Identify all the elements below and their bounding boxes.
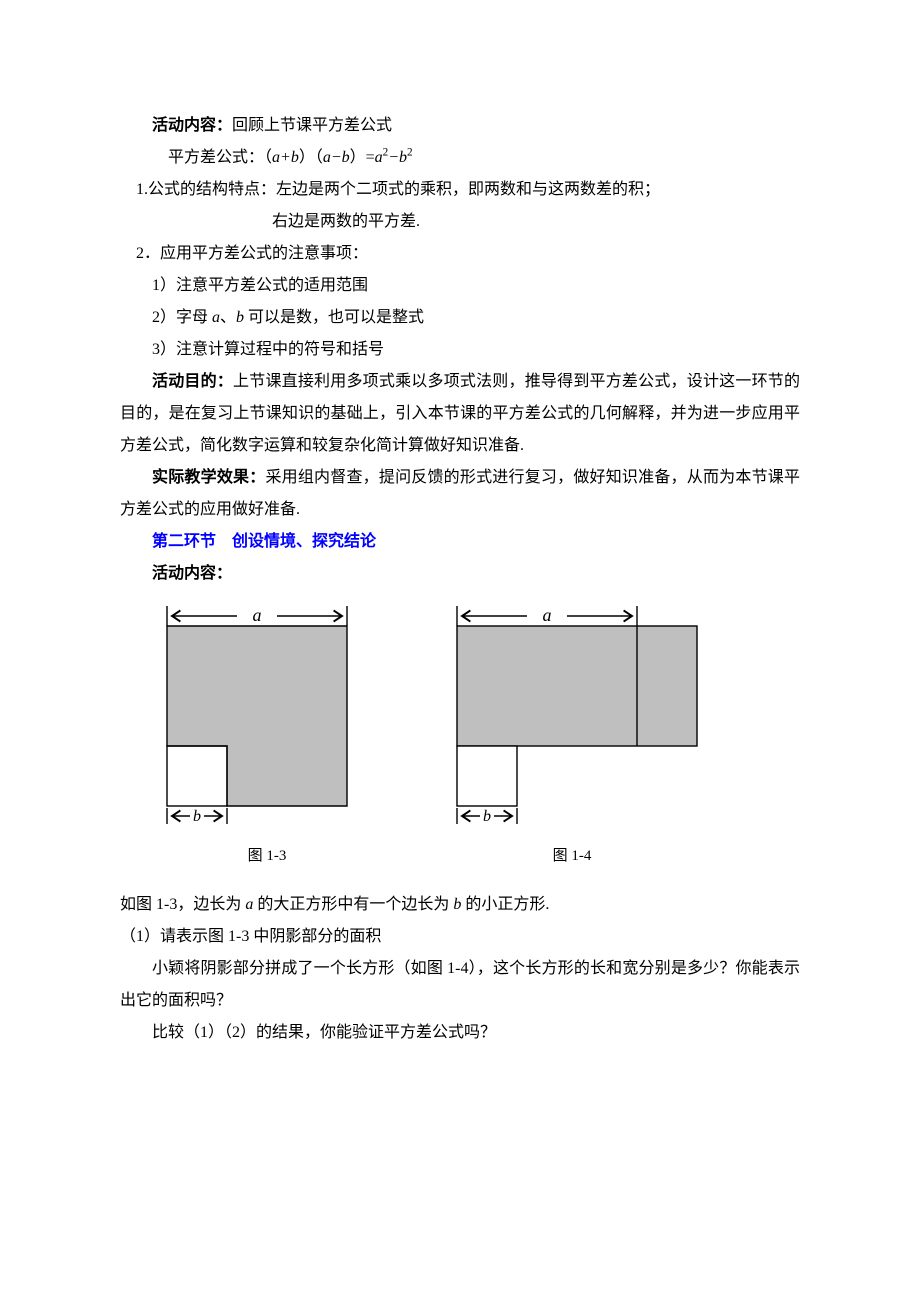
para-note-1: 1）注意平方差公式的适用范围 xyxy=(120,270,800,302)
text: 2）字母 xyxy=(152,309,212,326)
para-activity-content-2: 活动内容： xyxy=(120,558,800,590)
document-page: 活动内容：回顾上节课平方差公式 平方差公式：（a+b）（a−b）=a2−b2 1… xyxy=(0,0,920,1129)
var-b: b xyxy=(342,149,350,166)
figure-1-4-svg: a b xyxy=(442,596,742,826)
para-activity-purpose: 活动目的：上节课直接利用多项式乘以多项式法则，推导得到平方差公式，设计这一环节的… xyxy=(120,366,800,462)
para-q-intro: 如图 1-3，边长为 a 的大正方形中有一个边长为 b 的小正方形. xyxy=(120,889,800,921)
sup: 2 xyxy=(407,147,413,159)
var-a: a xyxy=(323,149,331,166)
spacer xyxy=(120,865,800,889)
para-structure-1: 1.公式的结构特点：左边是两个二项式的乘积，即两数和与这两数差的积； xyxy=(120,174,800,206)
para-q1: （1）请表示图 1-3 中阴影部分的面积 xyxy=(120,921,800,953)
text: 平方差公式：（ xyxy=(168,149,272,166)
fig14-b-label: b xyxy=(483,808,491,825)
section-2-heading: 第二环节 创设情境、探究结论 xyxy=(120,526,800,558)
para-q2: 小颖将阴影部分拼成了一个长方形（如图 1-4），这个长方形的长和宽分别是多少？你… xyxy=(120,953,800,1017)
op-plus: + xyxy=(280,149,291,166)
figures-row: a b 图 1-3 xyxy=(120,596,800,865)
var-b: b xyxy=(399,149,407,166)
text: ）（ xyxy=(299,149,323,166)
fig13-b-label: b xyxy=(193,808,201,825)
label-teaching-effect: 实际教学效果： xyxy=(152,469,265,486)
text: 、 xyxy=(220,309,236,326)
para-note-3: 3）注意计算过程中的符号和括号 xyxy=(120,334,800,366)
para-note-2: 2）字母 a、b 可以是数，也可以是整式 xyxy=(120,302,800,334)
op-minus: − xyxy=(331,149,342,166)
figure-1-4: a b 图 1-4 xyxy=(442,596,742,865)
para-formula: 平方差公式：（a+b）（a−b）=a2−b2 xyxy=(120,142,800,174)
para-activity-content-heading: 活动内容：回顾上节课平方差公式 xyxy=(120,110,800,142)
text: 的大正方形中有一个边长为 xyxy=(253,896,453,913)
var-b: b xyxy=(236,309,244,326)
var-a: a xyxy=(272,149,280,166)
var-a: a xyxy=(375,149,383,166)
var-a: a xyxy=(212,309,220,326)
text: 可以是数，也可以是整式 xyxy=(244,309,424,326)
text: 的小正方形. xyxy=(461,896,549,913)
para-notes-heading: 2．应用平方差公式的注意事项： xyxy=(120,238,800,270)
para-teaching-effect: 实际教学效果：采用组内督查，提问反馈的形式进行复习，做好知识准备，从而为本节课平… xyxy=(120,462,800,526)
figure-1-3-caption: 图 1-3 xyxy=(152,844,382,865)
text: 回顾上节课平方差公式 xyxy=(232,117,392,134)
para-structure-2: 右边是两数的平方差. xyxy=(120,206,800,238)
fig13-a-label: a xyxy=(253,605,262,625)
figure-1-3: a b 图 1-3 xyxy=(152,596,382,865)
text: 如图 1-3，边长为 xyxy=(120,896,245,913)
para-q3: 比较（1）（2）的结果，你能验证平方差公式吗？ xyxy=(120,1017,800,1049)
label-activity-purpose: 活动目的： xyxy=(152,373,233,390)
fig14-a-label: a xyxy=(543,605,552,625)
figure-1-3-svg: a b xyxy=(152,596,382,826)
op-minus: − xyxy=(388,149,399,166)
label-activity-content: 活动内容： xyxy=(152,117,232,134)
text: ）= xyxy=(350,149,375,166)
var-b: b xyxy=(291,149,299,166)
figure-1-4-caption: 图 1-4 xyxy=(452,844,692,865)
